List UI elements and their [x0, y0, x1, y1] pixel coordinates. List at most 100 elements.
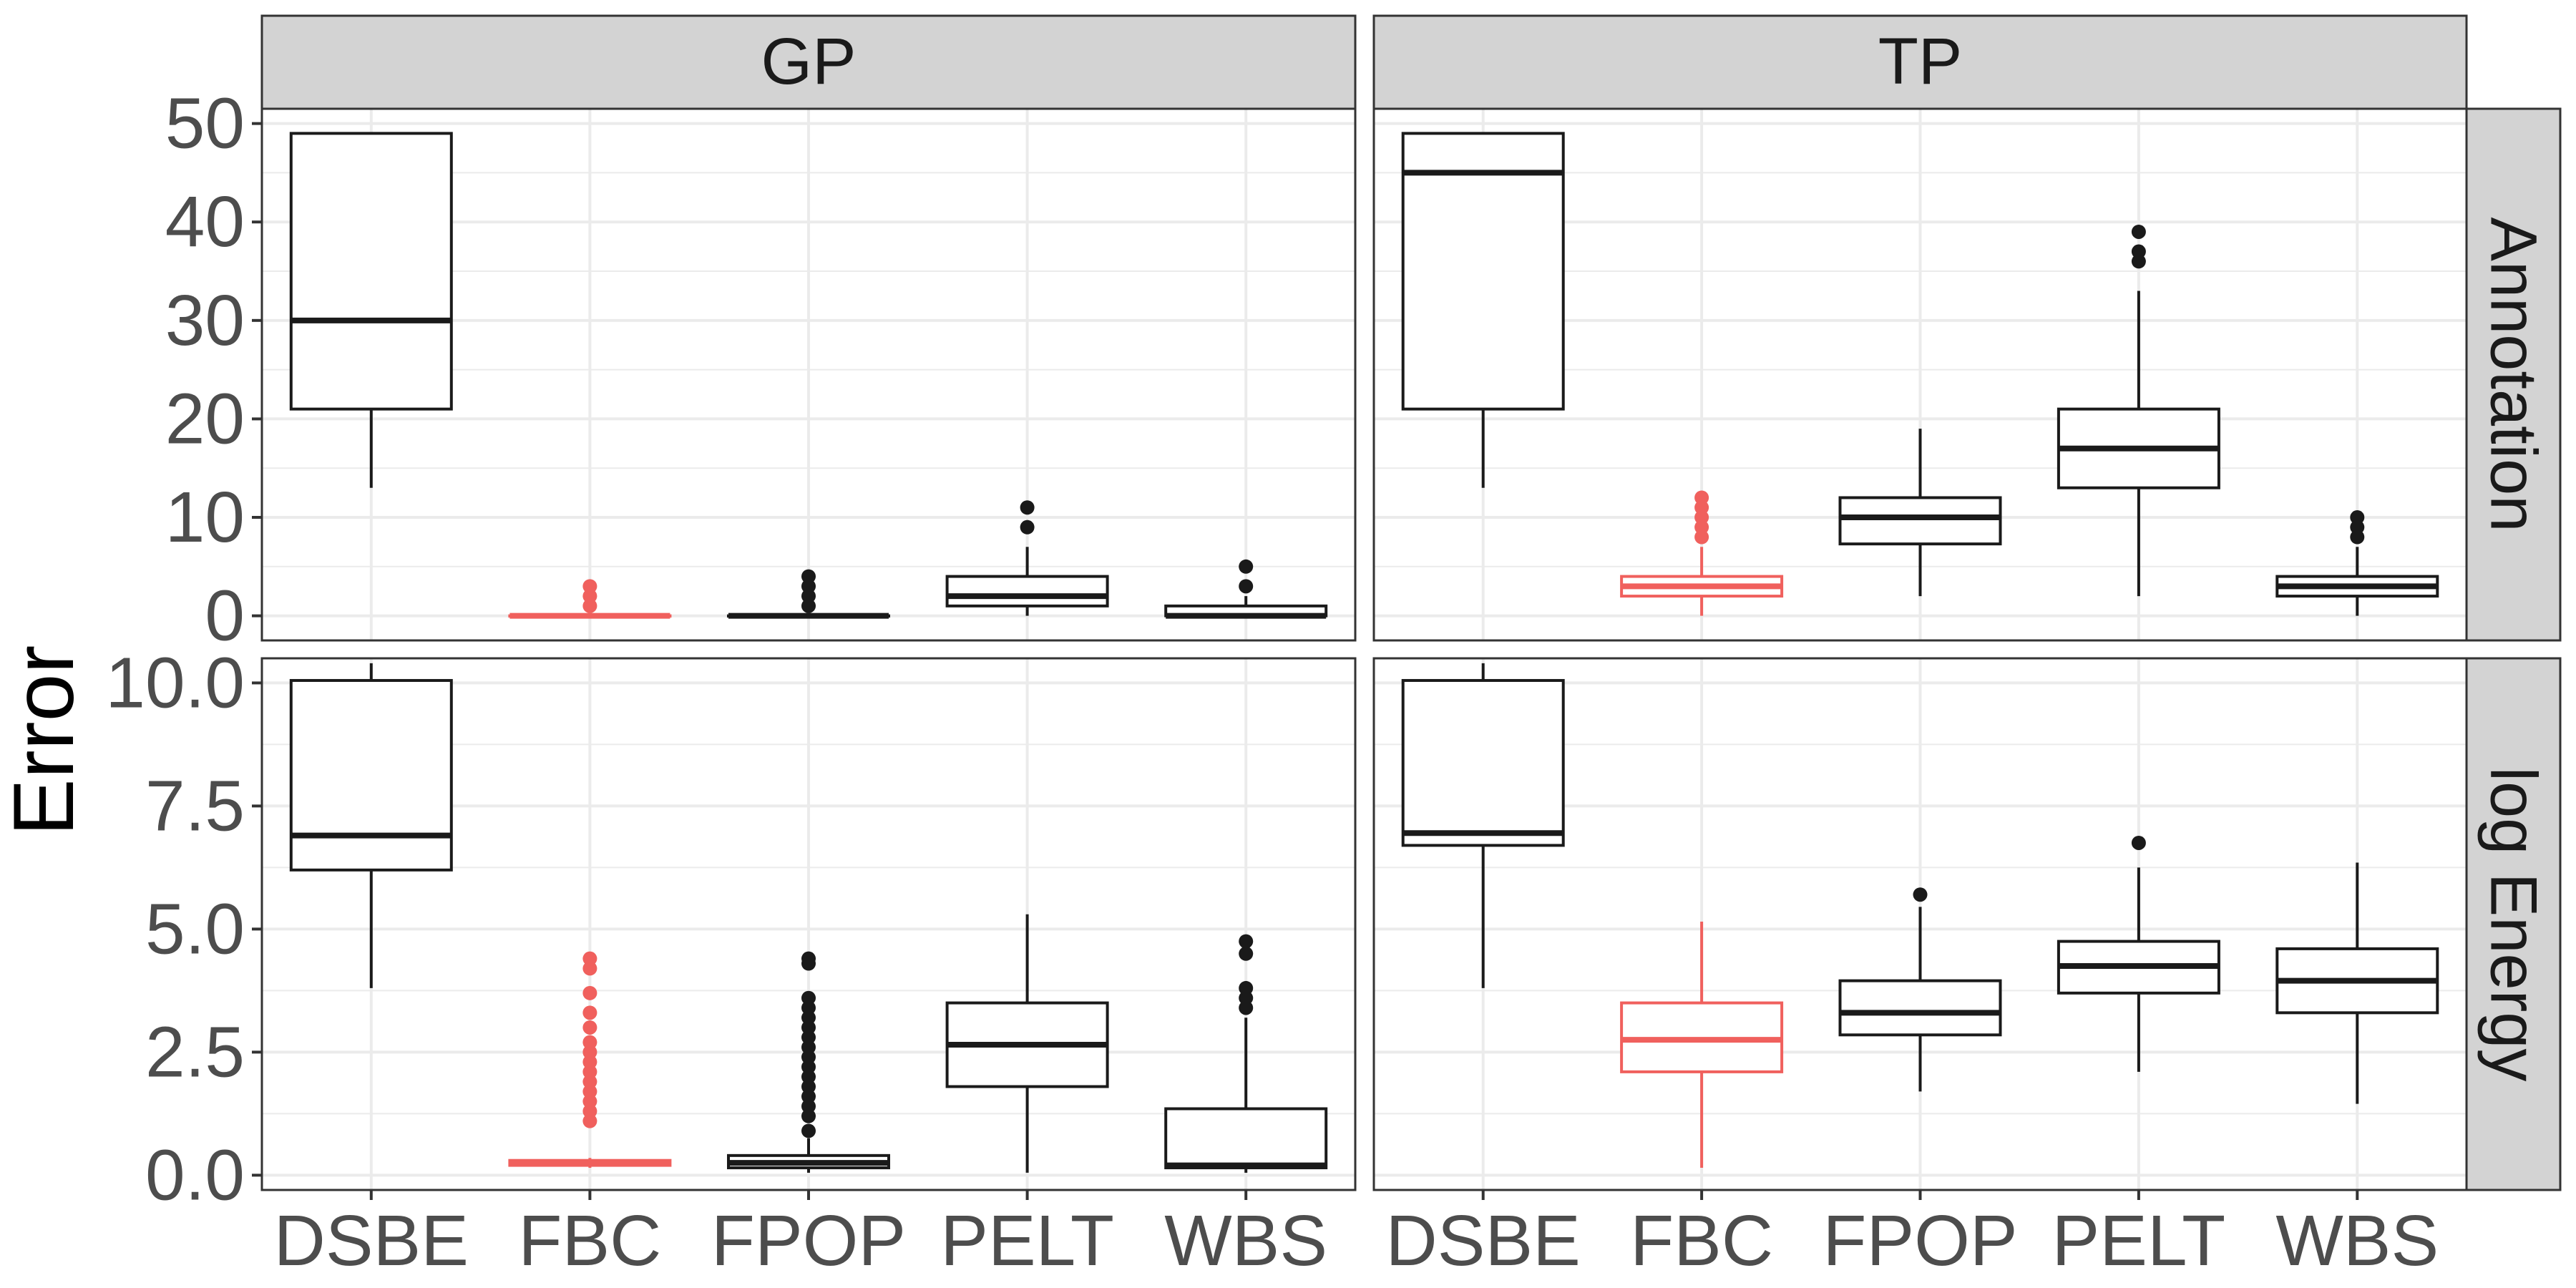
x-tick-label-fpop: FPOP: [711, 1201, 906, 1281]
outlier-point: [582, 1103, 597, 1118]
x-tick-label-fpop: FPOP: [1823, 1201, 2017, 1281]
box-pelt: [2057, 224, 2220, 597]
box-iqr: [945, 575, 1109, 608]
box-dsbe: [289, 663, 453, 988]
outlier-point: [1239, 559, 1254, 574]
y-tick-label: 10.0: [105, 643, 245, 723]
strip-annotation: [2465, 107, 2562, 642]
outlier-point: [801, 951, 816, 966]
outlier-point: [801, 1060, 816, 1075]
box-iqr: [289, 678, 453, 872]
box-iqr: [1401, 678, 1565, 847]
outlier-point: [801, 1000, 816, 1015]
outlier-point: [801, 598, 816, 613]
y-tick-label: 0.0: [145, 1135, 245, 1215]
box-wbs: [1164, 934, 1328, 1173]
y-tick-label: 2.5: [145, 1012, 245, 1092]
y-tick-label: 0: [205, 576, 245, 656]
outlier-point: [582, 1055, 597, 1070]
outlier-point: [1020, 500, 1035, 515]
box-iqr: [1401, 132, 1565, 411]
x-tick-label-pelt: PELT: [2052, 1201, 2226, 1281]
box-iqr: [1838, 496, 2002, 546]
box-fbc: [1620, 490, 1784, 616]
outlier-point: [2131, 835, 2146, 850]
outlier-point: [582, 589, 597, 604]
strip-label-gp: GP: [761, 25, 857, 98]
box-fbc: [1620, 922, 1784, 1169]
box-dsbe: [1401, 132, 1565, 488]
outlier-point: [801, 1099, 816, 1114]
box-iqr: [1838, 979, 2002, 1037]
x-tick-label-wbs: WBS: [1164, 1201, 1327, 1281]
outlier-point: [582, 985, 597, 1000]
outlier-point: [1020, 519, 1035, 535]
outlier-point: [801, 1108, 816, 1123]
box-wbs: [2275, 510, 2439, 616]
x-tick-label-fbc: FBC: [518, 1201, 661, 1281]
outlier-point: [582, 1064, 597, 1079]
outlier-point: [582, 1045, 597, 1060]
box-fpop: [727, 951, 890, 1173]
outlier-point: [2131, 254, 2146, 269]
strip-tp: [1372, 14, 2468, 110]
y-tick-label: 30: [165, 280, 245, 361]
outlier-point: [801, 1079, 816, 1094]
x-tick-label-dsbe: DSBE: [1386, 1201, 1581, 1281]
outlier-point: [2350, 510, 2365, 525]
outlier-point: [801, 1010, 816, 1025]
outlier-point: [801, 1123, 816, 1138]
outlier-point: [1239, 934, 1254, 949]
outlier-point: [801, 1040, 816, 1055]
box-dsbe: [289, 132, 453, 488]
outlier-point: [2131, 224, 2146, 239]
x-tick-label-dsbe: DSBE: [274, 1201, 469, 1281]
box-iqr: [1164, 1107, 1328, 1170]
panel-gp-log-energy: [260, 657, 1357, 1191]
y-tick-label: 50: [165, 84, 245, 164]
strip-log-energy: [2465, 657, 2562, 1191]
box-pelt: [945, 914, 1109, 1173]
y-tick-label: 10: [165, 477, 245, 557]
outlier-point: [1694, 510, 1709, 525]
outlier-point: [801, 990, 816, 1005]
outlier-point: [1694, 500, 1709, 515]
outlier-point: [1239, 990, 1254, 1005]
outlier-point: [1239, 579, 1254, 594]
outlier-point: [1239, 980, 1254, 995]
y-tick-label: 7.5: [145, 766, 245, 846]
y-tick-label: 20: [165, 379, 245, 459]
outlier-point: [582, 961, 597, 976]
outlier-point: [582, 1074, 597, 1089]
outlier-point: [582, 1113, 597, 1128]
outlier-point: [1239, 946, 1254, 961]
outlier-point: [582, 951, 597, 966]
x-tick-label-wbs: WBS: [2275, 1201, 2439, 1281]
outlier-point: [1694, 519, 1709, 535]
box-fpop: [1838, 429, 2002, 597]
outlier-point: [1913, 887, 1928, 902]
box-iqr: [289, 132, 453, 411]
outlier-point: [582, 1005, 597, 1020]
panel-border: [1372, 107, 2468, 642]
panel-gp-annotation: [260, 107, 1357, 642]
strip-gp: [260, 14, 1357, 110]
box-fpop: [1838, 887, 2002, 1092]
box-dsbe: [1401, 663, 1565, 988]
outlier-point: [801, 1030, 816, 1045]
facet-panels: GP TP Annotation log Energy 0 10 20 30 40 50 0.0 2.…: [105, 14, 2562, 1281]
outlier-point: [801, 1069, 816, 1084]
outlier-point: [582, 1020, 597, 1035]
outlier-point: [582, 1035, 597, 1050]
x-tick-label-pelt: PELT: [940, 1201, 1114, 1281]
strip-label-log-energy: log Energy: [2477, 767, 2550, 1082]
box-fbc: [508, 951, 672, 1169]
box-pelt: [945, 500, 1109, 616]
box-fpop: [727, 569, 890, 619]
outlier-point: [801, 1020, 816, 1035]
outlier-point: [582, 579, 597, 594]
panel-tp-log-energy: [1372, 657, 2468, 1191]
outlier-point: [801, 579, 816, 594]
box-wbs: [2275, 862, 2439, 1104]
